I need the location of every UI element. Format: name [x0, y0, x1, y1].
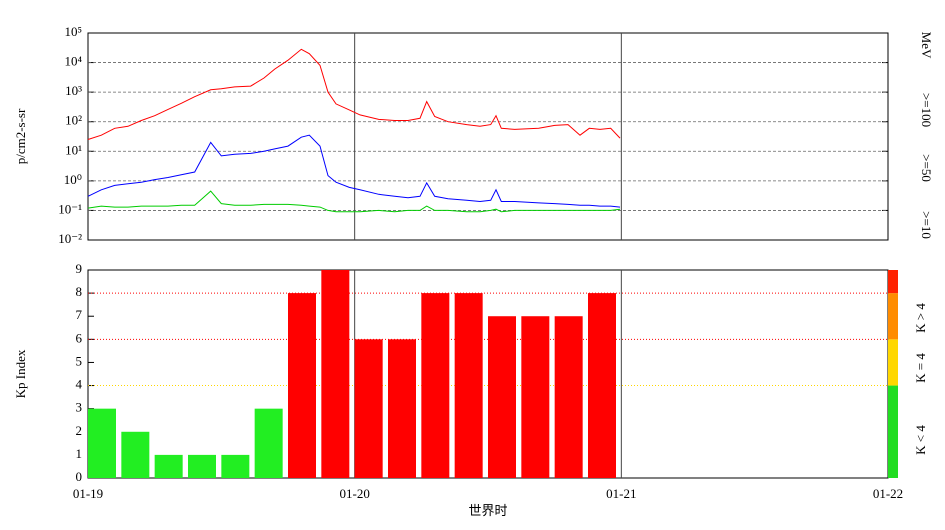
y-tick-label: 5 [76, 353, 83, 368]
y-axis-label: p/cm2-s-sr [13, 108, 28, 164]
x-tick-label: 01-21 [606, 486, 636, 501]
kp-bar [421, 293, 450, 478]
kp-bar [88, 408, 116, 478]
y-tick-label: 10⁰ [64, 172, 82, 187]
plot-frame [87, 32, 889, 241]
kp-bar [154, 454, 183, 478]
y-tick-label: 0 [76, 469, 83, 484]
legend-label: >=10 [919, 211, 934, 239]
y-tick-label: 7 [76, 307, 83, 322]
legend-label: K > 4 [913, 303, 928, 333]
y-tick-label: 8 [76, 284, 83, 299]
y-tick-label: 10⁻¹ [58, 201, 82, 216]
legend-label: >=100 [919, 93, 934, 127]
kp-bar [254, 408, 283, 478]
y-tick-label: 10⁴ [64, 54, 82, 69]
scale-segment [888, 385, 898, 478]
legend-label: >=50 [919, 154, 934, 182]
flux-line [87, 134, 621, 208]
kp-bar [554, 316, 583, 478]
kp-bar [388, 339, 416, 478]
legend-label: K < 4 [913, 425, 928, 455]
flux-line [87, 48, 621, 140]
kp-bar [121, 431, 150, 478]
y-tick-label: 10⁵ [64, 24, 82, 39]
x-tick-label: 01-22 [873, 486, 903, 501]
kp-bar [521, 316, 550, 478]
y-tick-label: 4 [76, 377, 83, 392]
y-tick-label: 6 [76, 330, 83, 345]
scale-segment [888, 293, 898, 340]
y-tick-label: 1 [76, 446, 83, 461]
kp-bar [354, 339, 383, 478]
y-tick-label: 10¹ [65, 142, 82, 157]
y-axis-label: Kp Index [13, 349, 28, 398]
scale-segment [888, 270, 898, 294]
x-tick-label: 01-19 [73, 486, 103, 501]
x-tick-label: 01-20 [339, 486, 369, 501]
y-tick-label: 3 [76, 400, 83, 415]
y-tick-label: 10⁻² [58, 231, 82, 246]
kp-bar [454, 293, 483, 478]
kp-bar [221, 454, 250, 478]
y-tick-label: 9 [76, 261, 83, 276]
y-tick-label: 2 [76, 423, 83, 438]
x-axis-label: 世界时 [468, 503, 507, 518]
y-tick-label: 10³ [65, 83, 82, 98]
legend-label: K = 4 [913, 353, 928, 383]
flux-line [87, 190, 621, 213]
y-tick-label: 10² [65, 113, 82, 128]
legend-title: MeV [919, 32, 934, 59]
kp-bar [588, 293, 616, 478]
kp-bar [488, 316, 516, 478]
scale-segment [888, 339, 898, 386]
kp-bar [321, 270, 350, 478]
kp-bar [288, 293, 316, 478]
kp-bar [188, 454, 216, 478]
